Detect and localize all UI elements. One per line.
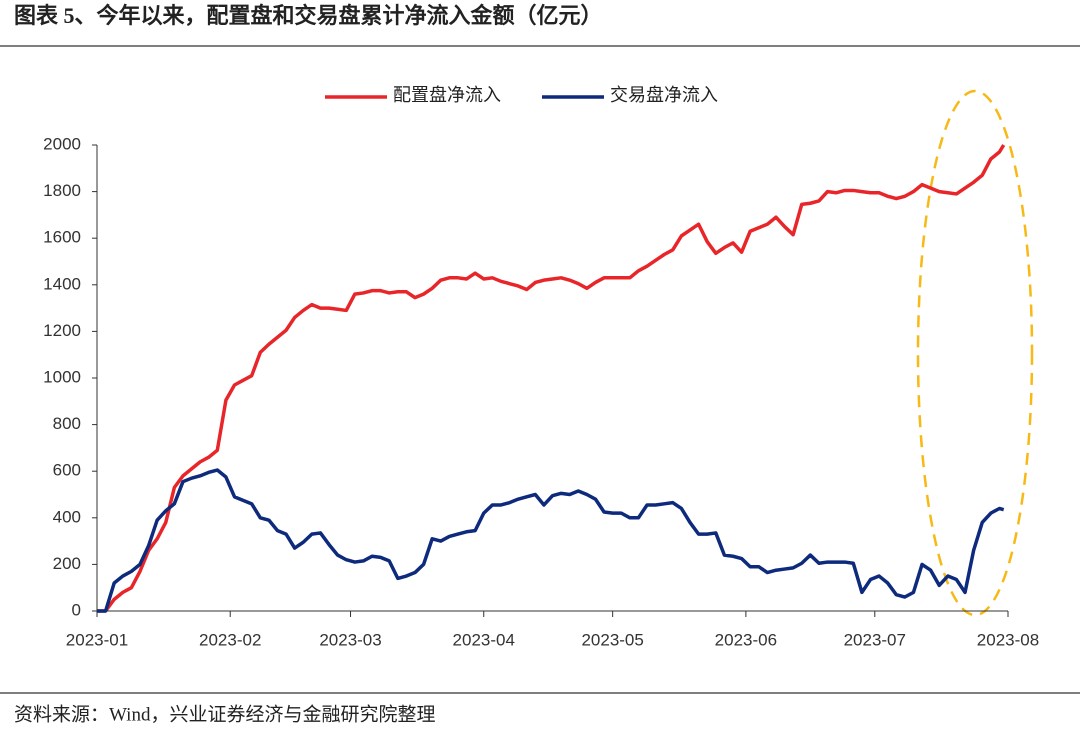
y-tick-label: 1800	[43, 181, 81, 200]
legend-label: 交易盘净流入	[610, 85, 718, 105]
x-tick-label: 2023-02	[199, 630, 261, 649]
y-tick-label: 400	[53, 507, 81, 526]
y-tick-label: 600	[53, 461, 81, 480]
highlight-ellipse	[916, 89, 1034, 617]
series-line	[97, 144, 1006, 613]
y-tick-label: 1600	[43, 228, 81, 247]
x-tick-label: 2023-04	[453, 630, 515, 649]
x-tick-label: 2023-08	[977, 630, 1039, 649]
y-tick-label: 1200	[43, 321, 81, 340]
y-tick-label: 0	[72, 600, 81, 619]
source-note: 资料来源：Wind，兴业证券经济与金融研究院整理	[14, 703, 435, 725]
x-tick-label: 2023-03	[319, 630, 381, 649]
y-tick-label: 2000	[43, 134, 81, 153]
chart-title: 图表 5、今年以来，配置盘和交易盘累计净流入金额（亿元）	[14, 3, 603, 28]
x-tick-label: 2023-05	[581, 630, 643, 649]
series-line	[97, 468, 1005, 613]
x-tick-label: 2023-07	[844, 630, 906, 649]
y-tick-label: 800	[53, 414, 81, 433]
legend-label: 配置盘净流入	[393, 85, 501, 105]
y-tick-label: 1400	[43, 274, 81, 293]
y-tick-label: 1000	[43, 367, 81, 386]
x-tick-label: 2023-01	[66, 630, 128, 649]
x-tick-label: 2023-06	[715, 630, 777, 649]
y-tick-label: 200	[53, 554, 81, 573]
